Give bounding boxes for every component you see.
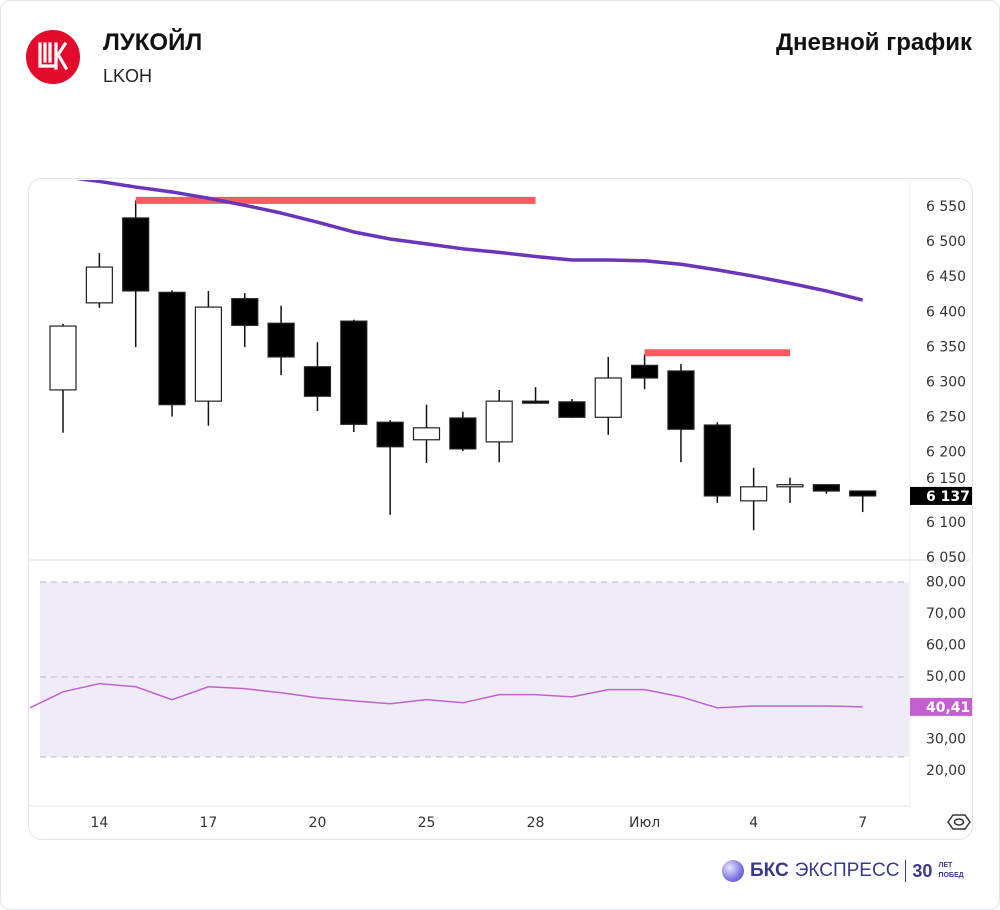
price-tick-label: 6 400 bbox=[926, 304, 966, 320]
candle bbox=[49, 323, 77, 433]
candle bbox=[740, 467, 768, 531]
lukoil-logo bbox=[26, 30, 80, 84]
time-tick-label: Июл bbox=[629, 815, 660, 831]
time-tick-label: 20 bbox=[309, 815, 327, 831]
anniversary-number: 30 bbox=[912, 860, 933, 881]
anniversary-text: ЛЕТ ПОБЕД bbox=[938, 861, 963, 881]
candle-body bbox=[740, 486, 768, 502]
candle-body bbox=[85, 266, 113, 304]
candle-body bbox=[703, 424, 731, 497]
anniversary-text-line: ПОБЕД bbox=[938, 872, 964, 879]
price-tick-label: 6 500 bbox=[926, 234, 966, 250]
candle bbox=[703, 422, 731, 503]
candle-body bbox=[521, 400, 550, 404]
candle bbox=[630, 354, 659, 390]
candle bbox=[558, 399, 586, 419]
price-tick-label: 6 250 bbox=[926, 410, 966, 426]
candle bbox=[412, 404, 441, 463]
candle bbox=[303, 342, 332, 411]
price-tick-label: 6 550 bbox=[926, 199, 966, 215]
candle-body bbox=[231, 298, 259, 326]
price-tick-label: 6 300 bbox=[926, 375, 966, 391]
price-tick-label: 6 150 bbox=[926, 471, 966, 487]
price-tick-label: 6 450 bbox=[926, 269, 966, 285]
candle bbox=[122, 200, 150, 348]
candle-body bbox=[485, 400, 513, 443]
candle bbox=[340, 319, 368, 433]
candle bbox=[231, 293, 259, 348]
candle-body bbox=[776, 484, 804, 488]
candle bbox=[521, 387, 550, 404]
candle-body bbox=[376, 421, 404, 448]
brand-separator bbox=[905, 860, 907, 882]
settings-eye-icon[interactable] bbox=[947, 814, 971, 830]
last-price-label: 6 137 bbox=[926, 489, 970, 505]
rsi-tick-label: 20,00 bbox=[926, 763, 966, 779]
ticker: LKOH bbox=[103, 66, 153, 86]
time-tick-label: 28 bbox=[527, 815, 545, 831]
rsi-last-label: 40,41 bbox=[926, 700, 970, 716]
candle-body bbox=[412, 427, 441, 441]
candle bbox=[376, 420, 404, 515]
candle-body bbox=[122, 217, 150, 292]
anniversary-text-line: ЛЕТ bbox=[938, 862, 953, 869]
candle bbox=[776, 477, 804, 503]
time-tick-label: 4 bbox=[749, 815, 758, 831]
candle bbox=[667, 363, 695, 463]
candle bbox=[85, 253, 113, 308]
rsi-band bbox=[40, 582, 909, 757]
candle-body bbox=[340, 320, 368, 425]
candle-body bbox=[849, 490, 877, 497]
candle bbox=[194, 290, 222, 426]
candle-body bbox=[630, 364, 659, 379]
candle-body bbox=[303, 366, 332, 397]
price-tick-label: 6 050 bbox=[926, 550, 966, 566]
candle-body bbox=[158, 291, 186, 406]
moving-average-line bbox=[75, 180, 864, 302]
time-tick-label: 14 bbox=[90, 815, 108, 831]
candle-body bbox=[594, 377, 622, 418]
price-tick-label: 6 200 bbox=[926, 445, 966, 461]
candle bbox=[849, 490, 877, 513]
rsi-tick-label: 50,00 bbox=[926, 669, 966, 685]
rsi-tick-label: 60,00 bbox=[926, 637, 966, 653]
brand-bold: БКС bbox=[750, 860, 789, 881]
candle bbox=[594, 356, 622, 435]
candle-body bbox=[449, 417, 477, 450]
last-price-badge bbox=[910, 486, 972, 505]
candle bbox=[449, 411, 477, 451]
candle-body bbox=[267, 322, 295, 358]
candle bbox=[812, 484, 840, 494]
price-tick-label: 6 100 bbox=[926, 515, 966, 531]
bcs-express-logo: БКС ЭКСПРЕСС 30 ЛЕТ ПОБЕД bbox=[722, 860, 964, 882]
brand-rest: ЭКСПРЕСС bbox=[794, 860, 900, 881]
rsi-tick-label: 80,00 bbox=[926, 575, 966, 591]
candle bbox=[158, 290, 186, 417]
candle-body bbox=[558, 401, 586, 418]
rsi-tick-label: 70,00 bbox=[926, 606, 966, 622]
candle-body bbox=[194, 306, 222, 402]
time-tick-label: 25 bbox=[418, 815, 436, 831]
candle-body bbox=[667, 370, 695, 430]
rsi-last-badge bbox=[910, 697, 972, 716]
chart-card bbox=[28, 178, 973, 840]
company-name: ЛУКОЙЛ bbox=[103, 29, 203, 56]
candle bbox=[485, 389, 513, 463]
candle bbox=[267, 305, 295, 376]
bcs-orb-icon bbox=[722, 860, 744, 882]
chart-type-title: Дневной график bbox=[775, 29, 972, 56]
rsi-line bbox=[29, 682, 863, 709]
time-tick-label: 7 bbox=[858, 815, 867, 831]
price-tick-label: 6 350 bbox=[926, 339, 966, 355]
time-tick-label: 17 bbox=[199, 815, 217, 831]
candle-body bbox=[812, 484, 840, 492]
rsi-tick-label: 30,00 bbox=[926, 732, 966, 748]
lukoil-logo-icon bbox=[38, 41, 69, 71]
candle-body bbox=[49, 325, 77, 391]
